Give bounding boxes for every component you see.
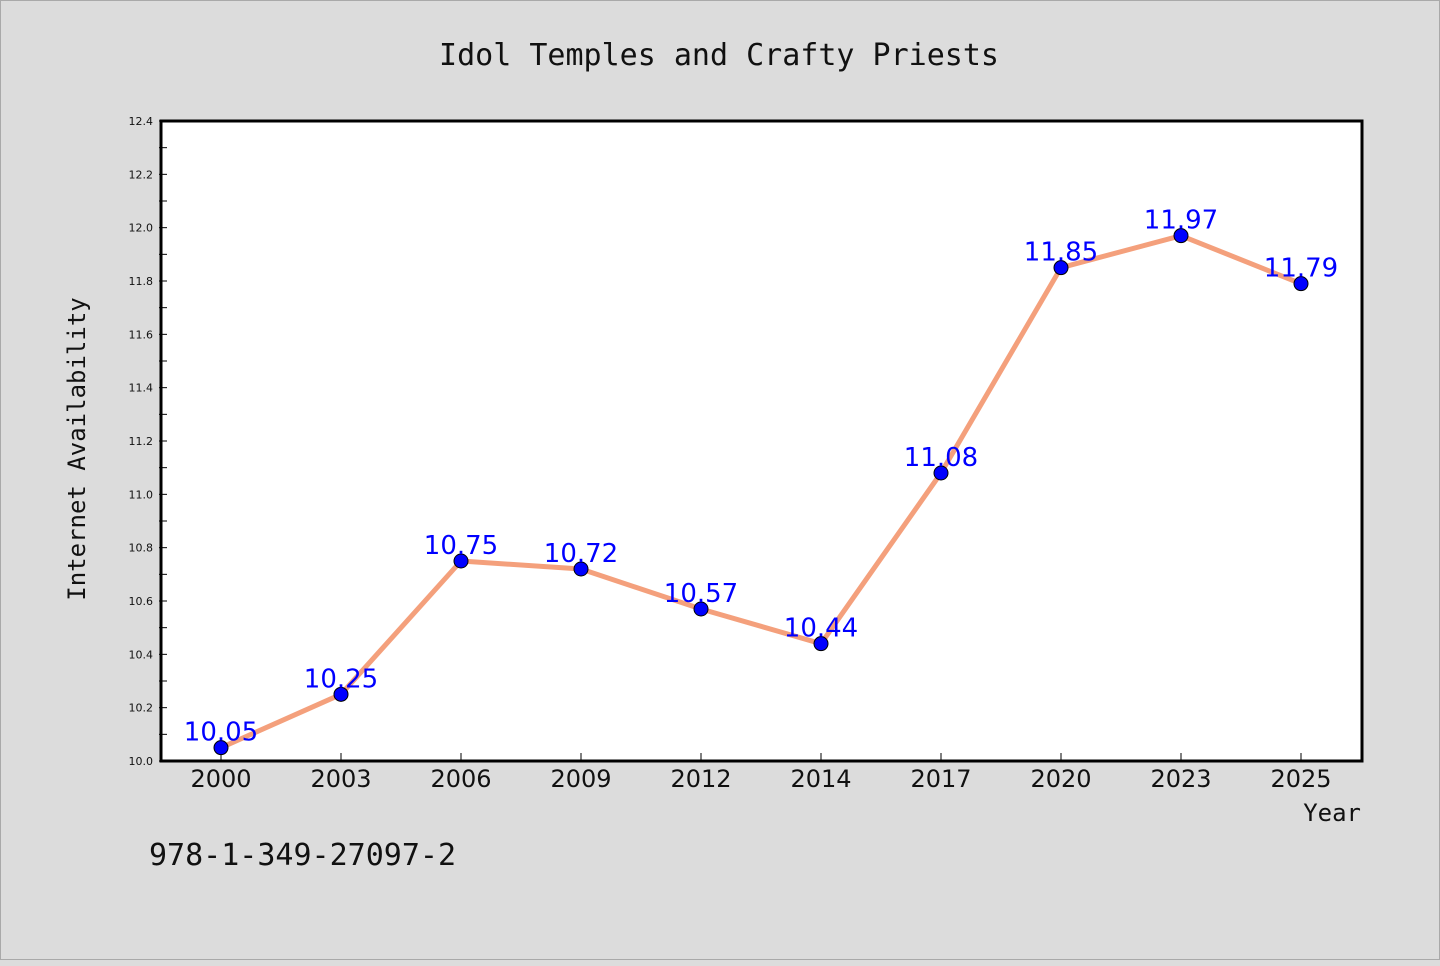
- data-point: [1053, 260, 1069, 276]
- y-tick-label: 12.4: [129, 115, 154, 128]
- y-axis: 10.0 10.2 10.4 10.6 10.8 11.0 11.2 11.4 11.6 11.8…: [129, 115, 167, 768]
- y-tick-label: 11.6: [129, 328, 154, 341]
- data-label: 10.25: [304, 664, 378, 694]
- x-tick-label: 2003: [310, 765, 371, 793]
- data-point: [1293, 276, 1309, 292]
- data-label: 10.72: [544, 539, 618, 569]
- x-tick-label: 2025: [1270, 765, 1331, 793]
- y-tick-label: 12.0: [129, 222, 154, 235]
- data-label: 10.57: [664, 579, 738, 609]
- y-tick-label: 10.0: [129, 755, 154, 768]
- x-tick-label: 2012: [670, 765, 731, 793]
- y-tick-label: 10.4: [129, 648, 154, 661]
- x-tick-label: 2017: [910, 765, 971, 793]
- y-tick-label: 11.2: [129, 435, 154, 448]
- data-point: [333, 686, 349, 702]
- data-labels: 10.05 10.25 10.75 10.72 10.57 10.44 11.08 11.85…: [184, 206, 1338, 748]
- data-point: [573, 561, 589, 577]
- data-point: [933, 465, 949, 481]
- x-axis-label: Year: [1303, 799, 1361, 827]
- data-label: 10.05: [184, 718, 258, 748]
- x-tick-label: 2020: [1030, 765, 1091, 793]
- series-markers: [213, 228, 1309, 756]
- data-point: [453, 553, 469, 569]
- plot-area: [159, 119, 1364, 763]
- data-label: 10.75: [424, 531, 498, 561]
- data-label: 11.79: [1264, 254, 1338, 284]
- x-axis: 2000 2003 2006 2009 2012 2014 2017 2020 2023 2025: [190, 753, 1332, 793]
- chart-title: Idol Temples and Crafty Priests: [439, 38, 999, 73]
- data-label: 10.44: [784, 614, 858, 644]
- x-tick-label: 2006: [430, 765, 491, 793]
- y-tick-label: 11.0: [129, 488, 154, 501]
- y-tick-label: 11.4: [129, 382, 154, 395]
- y-axis-label: Internet Availability: [63, 297, 91, 600]
- x-tick-label: 2014: [790, 765, 851, 793]
- data-label: 11.85: [1024, 238, 1098, 268]
- y-tick-label: 10.8: [129, 542, 154, 555]
- y-tick-label: 10.2: [129, 702, 154, 715]
- series-line: [218, 233, 1304, 751]
- y-tick-label: 10.6: [129, 595, 154, 608]
- x-tick-label: 2023: [1150, 765, 1211, 793]
- x-tick-label: 2009: [550, 765, 611, 793]
- x-tick-label: 2000: [190, 765, 251, 793]
- data-point: [693, 601, 709, 617]
- data-point: [1173, 228, 1189, 244]
- data-point: [813, 636, 829, 652]
- data-point: [213, 740, 229, 756]
- data-label: 11.97: [1144, 206, 1218, 236]
- y-tick-label: 12.2: [129, 168, 154, 181]
- footnote-isbn: 978-1-349-27097-2: [149, 838, 456, 873]
- data-label: 11.08: [904, 443, 978, 473]
- y-tick-label: 11.8: [129, 275, 154, 288]
